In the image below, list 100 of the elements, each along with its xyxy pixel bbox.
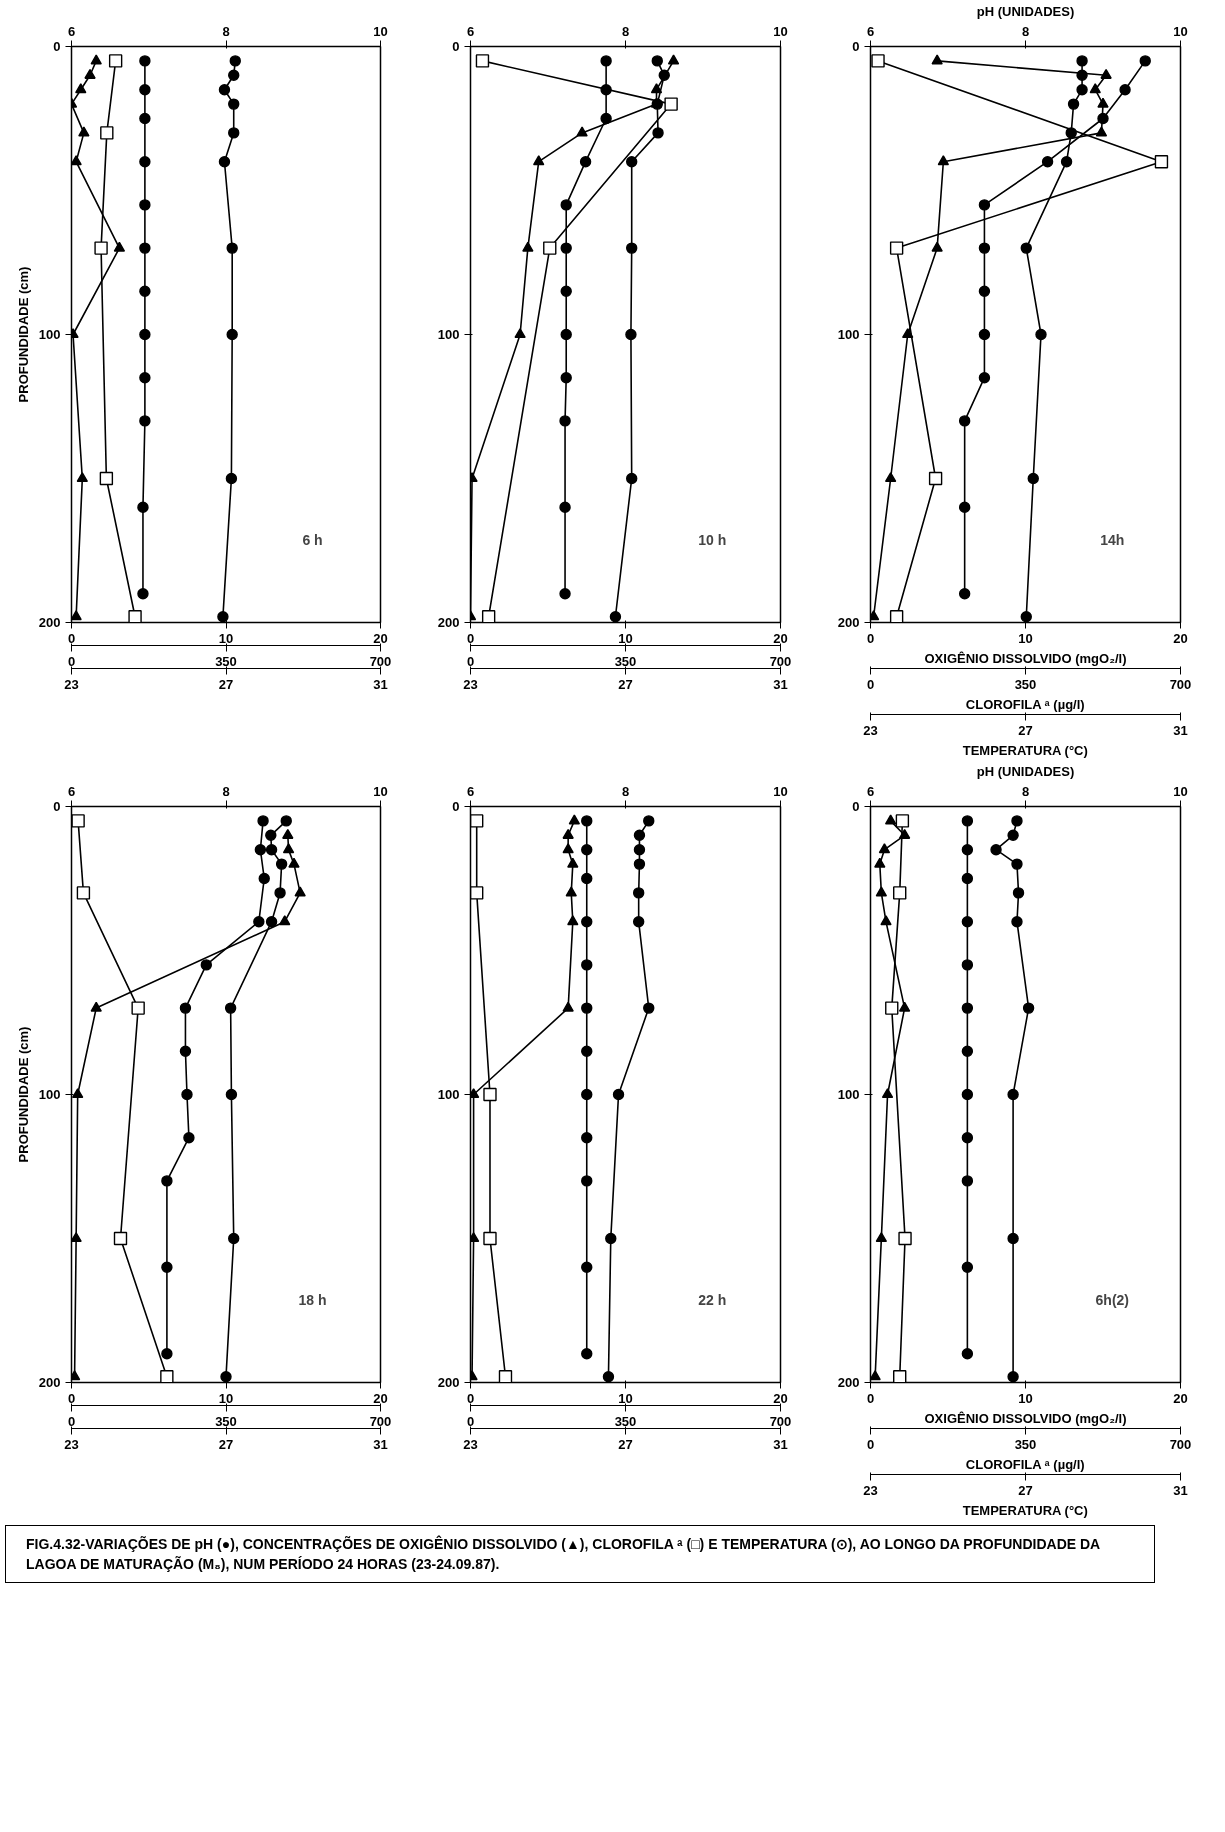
x-tick-label: 23 — [863, 1482, 878, 1498]
y-tick-label: 0 — [452, 39, 460, 54]
x-tick-label: 700 — [1169, 1436, 1192, 1452]
y-tick-label: 0 — [452, 799, 460, 814]
x-tick-label: 31 — [1173, 722, 1188, 738]
x-tick-label: 27 — [218, 676, 234, 692]
x2-tick-label: 8 — [222, 23, 230, 39]
y-tick-label: 100 — [837, 1087, 860, 1102]
x-tick-label: 0 — [866, 676, 875, 692]
y-tick-label: 200 — [38, 1375, 61, 1390]
x-tick-label: 27 — [618, 676, 633, 692]
x2-tick-label: 6 — [866, 783, 875, 799]
x-tick-label: 27 — [618, 1436, 633, 1452]
x-tick-label: 27 — [218, 1436, 234, 1452]
x-tick-label: 700 — [769, 1413, 792, 1429]
x-tick-label: 23 — [64, 1436, 79, 1452]
y-axis-title: PROFUNDIDADE (cm) — [15, 266, 31, 403]
x2-tick-label: 10 — [1173, 783, 1188, 799]
y-tick-label: 0 — [852, 39, 860, 54]
x-tick-label: 0 — [866, 1390, 875, 1406]
x2-tick-label: 8 — [222, 783, 230, 799]
x-axis-title: OXIGÊNIO DISSOLVIDO (mgO₂/l) — [924, 650, 1127, 666]
x-tick-label: 0 — [866, 1436, 875, 1452]
x2-tick-label: 10 — [373, 23, 388, 39]
x-tick-label: 27 — [1018, 1482, 1033, 1498]
annotation: 22 h — [698, 1291, 727, 1308]
x-tick-label: 31 — [773, 676, 788, 692]
y-tick-label: 100 — [437, 327, 460, 342]
x-tick-label: 0 — [466, 1390, 475, 1406]
x-tick-label: 0 — [67, 1413, 76, 1429]
x-tick-label: 23 — [64, 676, 79, 692]
annotation: 6h(2) — [1095, 1291, 1130, 1308]
y-tick-label: 100 — [837, 327, 860, 342]
y-axis-title: PROFUNDIDADE (cm) — [15, 1026, 31, 1163]
annotation: 14h — [1100, 531, 1125, 548]
annotation: 18 h — [298, 1291, 327, 1308]
x2-tick-label: 10 — [373, 783, 388, 799]
x2-tick-label: 8 — [1021, 23, 1030, 39]
x-tick-label: 10 — [618, 630, 633, 646]
x-axis-title: TEMPERATURA (°C) — [962, 742, 1088, 758]
x2-tick-label: 8 — [1021, 783, 1030, 799]
x-tick-label: 0 — [67, 1390, 76, 1406]
x-tick-label: 20 — [373, 630, 388, 646]
x-tick-label: 20 — [1173, 1390, 1188, 1406]
x-axis-title: CLOROFILA ᵃ (µg/l) — [965, 696, 1085, 712]
x-tick-label: 23 — [863, 722, 878, 738]
y-tick-label: 200 — [38, 615, 61, 630]
annotation: 10 h — [698, 531, 727, 548]
x-tick-label: 27 — [1018, 722, 1033, 738]
y-tick-label: 0 — [53, 799, 61, 814]
x-tick-label: 700 — [1169, 676, 1192, 692]
y-tick-label: 100 — [437, 1087, 460, 1102]
x2-tick-label: 6 — [67, 783, 76, 799]
x-tick-label: 0 — [466, 630, 475, 646]
x-tick-label: 10 — [1018, 1390, 1033, 1406]
x-tick-label: 10 — [618, 1390, 633, 1406]
x2-tick-label: 8 — [621, 783, 630, 799]
x-tick-label: 23 — [463, 676, 478, 692]
x-tick-label: 0 — [466, 653, 475, 669]
x-tick-label: 700 — [369, 653, 392, 669]
x-tick-label: 31 — [773, 1436, 788, 1452]
x-tick-label: 20 — [373, 1390, 388, 1406]
x2-tick-label: 6 — [866, 23, 875, 39]
x-tick-label: 0 — [67, 653, 76, 669]
y-tick-label: 100 — [38, 1087, 61, 1102]
x2-axis-title: pH (UNIDADES) — [976, 763, 1075, 779]
x-tick-label: 31 — [373, 676, 388, 692]
y-tick-label: 200 — [837, 615, 860, 630]
x-tick-label: 350 — [215, 1413, 237, 1429]
x-tick-label: 0 — [67, 630, 76, 646]
x2-tick-label: 6 — [466, 783, 475, 799]
y-tick-label: 200 — [837, 1375, 860, 1390]
x-tick-label: 350 — [1014, 1436, 1037, 1452]
x-tick-label: 10 — [1018, 630, 1033, 646]
x-axis-title: TEMPERATURA (°C) — [962, 1502, 1088, 1518]
x-tick-label: 10 — [218, 630, 234, 646]
x-tick-label: 20 — [773, 630, 788, 646]
x2-tick-label: 8 — [621, 23, 630, 39]
x2-tick-label: 10 — [773, 23, 788, 39]
x-tick-label: 350 — [614, 1413, 637, 1429]
x-tick-label: 350 — [215, 653, 237, 669]
y-tick-label: 100 — [38, 327, 61, 342]
x2-tick-label: 6 — [67, 23, 76, 39]
y-tick-label: 0 — [852, 799, 860, 814]
x-tick-label: 700 — [369, 1413, 392, 1429]
x-tick-label: 23 — [463, 1436, 478, 1452]
y-tick-label: 0 — [53, 39, 61, 54]
x-tick-label: 10 — [218, 1390, 234, 1406]
x2-tick-label: 10 — [1173, 23, 1188, 39]
x2-tick-label: 10 — [773, 783, 788, 799]
annotation: 6 h — [302, 531, 323, 548]
x-tick-label: 31 — [1173, 1482, 1188, 1498]
x-tick-label: 700 — [769, 653, 792, 669]
x-tick-label: 20 — [773, 1390, 788, 1406]
x-axis-title: CLOROFILA ᵃ (µg/l) — [965, 1456, 1085, 1472]
x-tick-label: 350 — [614, 653, 637, 669]
y-tick-label: 200 — [437, 615, 460, 630]
y-tick-label: 200 — [437, 1375, 460, 1390]
x2-axis-title: pH (UNIDADES) — [976, 3, 1075, 19]
x-tick-label: 20 — [1173, 630, 1188, 646]
